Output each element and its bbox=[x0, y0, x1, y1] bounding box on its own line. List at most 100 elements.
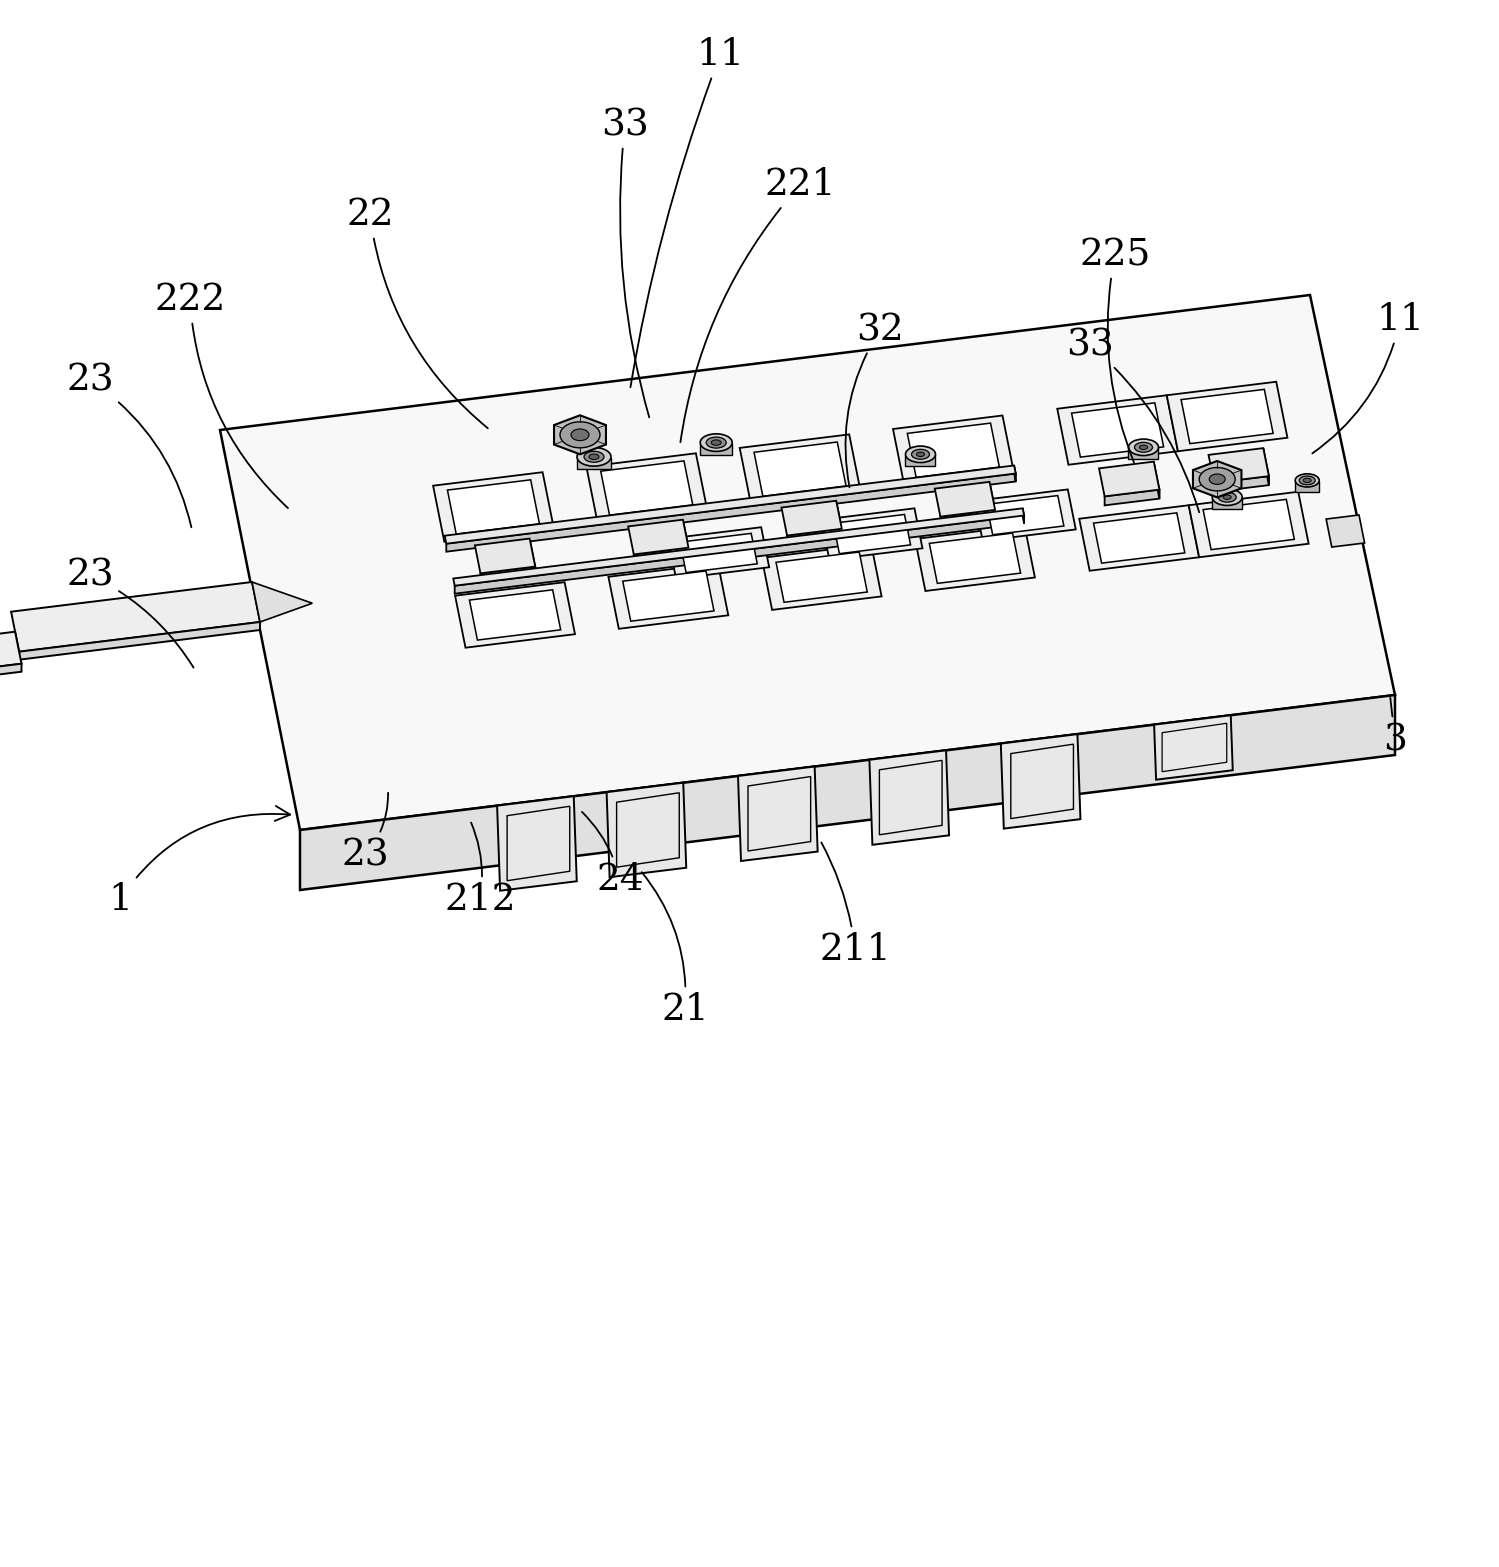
Polygon shape bbox=[684, 520, 688, 556]
Polygon shape bbox=[776, 552, 868, 602]
Polygon shape bbox=[454, 516, 1024, 594]
Polygon shape bbox=[555, 415, 606, 454]
Polygon shape bbox=[447, 473, 1016, 552]
Polygon shape bbox=[1193, 461, 1241, 497]
Polygon shape bbox=[300, 696, 1396, 890]
Polygon shape bbox=[481, 567, 535, 583]
Ellipse shape bbox=[1199, 467, 1235, 490]
Ellipse shape bbox=[1210, 473, 1225, 484]
Polygon shape bbox=[498, 796, 577, 890]
Polygon shape bbox=[787, 528, 842, 544]
Polygon shape bbox=[1295, 481, 1319, 492]
Polygon shape bbox=[433, 472, 553, 542]
Ellipse shape bbox=[1300, 476, 1315, 484]
Ellipse shape bbox=[905, 447, 935, 462]
Ellipse shape bbox=[916, 453, 925, 456]
Polygon shape bbox=[739, 434, 860, 505]
Ellipse shape bbox=[561, 422, 600, 448]
Text: 23: 23 bbox=[66, 362, 192, 527]
Ellipse shape bbox=[1303, 478, 1312, 483]
Ellipse shape bbox=[585, 451, 604, 462]
Polygon shape bbox=[907, 423, 1000, 478]
Polygon shape bbox=[1204, 500, 1294, 550]
Polygon shape bbox=[445, 465, 1016, 544]
Polygon shape bbox=[1214, 476, 1268, 492]
Polygon shape bbox=[529, 539, 535, 575]
Polygon shape bbox=[1099, 462, 1159, 497]
Polygon shape bbox=[1072, 403, 1163, 458]
Polygon shape bbox=[252, 581, 312, 622]
Ellipse shape bbox=[1135, 442, 1153, 453]
Polygon shape bbox=[761, 544, 881, 610]
Polygon shape bbox=[781, 501, 842, 536]
Polygon shape bbox=[456, 583, 576, 647]
Polygon shape bbox=[10, 581, 259, 652]
Polygon shape bbox=[914, 525, 1034, 591]
Text: 23: 23 bbox=[342, 793, 388, 873]
Text: 222: 222 bbox=[154, 282, 288, 508]
Polygon shape bbox=[836, 501, 842, 537]
Text: 221: 221 bbox=[681, 168, 836, 442]
Polygon shape bbox=[1327, 516, 1364, 547]
Polygon shape bbox=[622, 570, 714, 621]
Ellipse shape bbox=[911, 450, 929, 459]
Text: 22: 22 bbox=[346, 197, 487, 428]
Polygon shape bbox=[974, 489, 1076, 541]
Polygon shape bbox=[0, 632, 21, 691]
Polygon shape bbox=[1166, 382, 1288, 451]
Polygon shape bbox=[1264, 448, 1268, 486]
Ellipse shape bbox=[1219, 492, 1237, 501]
Polygon shape bbox=[669, 527, 769, 578]
Polygon shape bbox=[821, 508, 922, 559]
Polygon shape bbox=[1129, 448, 1159, 459]
Polygon shape bbox=[833, 514, 910, 553]
Polygon shape bbox=[475, 539, 535, 574]
Text: 11: 11 bbox=[1312, 302, 1424, 453]
Text: 211: 211 bbox=[818, 843, 890, 968]
Polygon shape bbox=[989, 483, 995, 519]
Text: 32: 32 bbox=[845, 312, 904, 487]
Text: 21: 21 bbox=[642, 873, 709, 1028]
Ellipse shape bbox=[711, 440, 721, 445]
Ellipse shape bbox=[589, 454, 600, 459]
Text: 225: 225 bbox=[1079, 237, 1151, 462]
Polygon shape bbox=[1015, 465, 1016, 481]
Polygon shape bbox=[1079, 505, 1199, 570]
Text: 11: 11 bbox=[631, 38, 744, 387]
Polygon shape bbox=[469, 589, 561, 639]
Polygon shape bbox=[628, 520, 688, 555]
Polygon shape bbox=[1189, 492, 1309, 558]
Polygon shape bbox=[754, 442, 845, 497]
Polygon shape bbox=[681, 533, 757, 572]
Polygon shape bbox=[19, 622, 259, 660]
Polygon shape bbox=[453, 508, 1024, 586]
Ellipse shape bbox=[706, 437, 726, 448]
Text: 23: 23 bbox=[66, 556, 193, 668]
Text: 1: 1 bbox=[108, 805, 291, 918]
Polygon shape bbox=[935, 483, 995, 517]
Polygon shape bbox=[1154, 715, 1232, 780]
Ellipse shape bbox=[1213, 489, 1243, 506]
Polygon shape bbox=[893, 415, 1013, 486]
Polygon shape bbox=[634, 548, 688, 564]
Ellipse shape bbox=[577, 448, 612, 465]
Polygon shape bbox=[700, 443, 732, 454]
Polygon shape bbox=[586, 453, 708, 523]
Polygon shape bbox=[220, 295, 1396, 831]
Polygon shape bbox=[905, 456, 935, 467]
Polygon shape bbox=[1094, 512, 1184, 563]
Ellipse shape bbox=[1295, 473, 1319, 487]
Ellipse shape bbox=[1129, 439, 1159, 456]
Ellipse shape bbox=[1139, 445, 1148, 450]
Polygon shape bbox=[940, 509, 995, 525]
Polygon shape bbox=[869, 751, 949, 845]
Polygon shape bbox=[607, 784, 687, 878]
Polygon shape bbox=[929, 533, 1021, 583]
Ellipse shape bbox=[571, 429, 589, 440]
Polygon shape bbox=[447, 480, 540, 534]
Polygon shape bbox=[986, 495, 1064, 534]
Polygon shape bbox=[601, 461, 693, 516]
Ellipse shape bbox=[1223, 495, 1231, 500]
Polygon shape bbox=[1154, 462, 1159, 498]
Polygon shape bbox=[0, 664, 21, 699]
